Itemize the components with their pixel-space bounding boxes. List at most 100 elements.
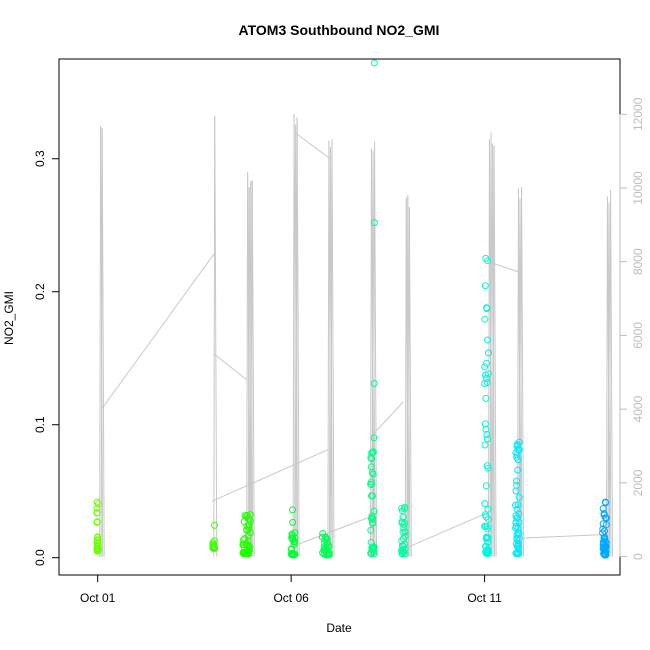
data-point xyxy=(400,521,408,528)
altitude-spike xyxy=(408,207,412,557)
data-point xyxy=(210,541,218,549)
data-point xyxy=(484,336,491,344)
y-tick-label: 0.1 xyxy=(33,416,47,433)
data-point xyxy=(241,512,249,520)
data-point xyxy=(512,449,520,457)
data-point xyxy=(289,518,297,526)
y-tick-label: 0.2 xyxy=(33,283,47,300)
data-point xyxy=(514,501,522,509)
data-point xyxy=(289,551,297,559)
data-point xyxy=(368,515,375,522)
altitude-transit-line xyxy=(488,261,522,274)
data-point xyxy=(482,482,490,490)
data-point xyxy=(513,481,521,489)
altitude-spike xyxy=(518,198,521,557)
y2-tick-label: 8000 xyxy=(631,248,645,275)
data-point xyxy=(401,545,409,553)
data-point xyxy=(512,512,520,520)
altitude-transit-line xyxy=(403,511,489,550)
altitude-spike xyxy=(607,202,610,557)
data-point xyxy=(600,551,608,559)
data-point xyxy=(481,500,489,508)
data-point xyxy=(599,505,607,513)
data-point xyxy=(601,546,608,554)
data-point xyxy=(243,512,251,519)
data-point xyxy=(513,442,521,450)
y2-tick-label: 4000 xyxy=(631,395,645,422)
data-point xyxy=(369,470,377,478)
data-point xyxy=(401,528,409,536)
data-point xyxy=(481,522,489,530)
data-point xyxy=(514,456,522,464)
data-point xyxy=(513,514,521,522)
altitude-spike xyxy=(331,138,335,557)
x-tick-label: Oct 01 xyxy=(80,591,116,605)
x-tick-label: Oct 11 xyxy=(467,591,502,605)
data-point xyxy=(601,527,609,535)
data-point xyxy=(483,523,491,531)
data-point xyxy=(369,515,377,523)
data-point xyxy=(211,521,218,529)
data-point xyxy=(515,540,522,547)
y-tick-label: 0.3 xyxy=(33,150,47,167)
data-point xyxy=(513,550,521,558)
chart-title: ATOM3 Southbound NO2_GMI xyxy=(239,22,440,38)
data-point xyxy=(369,448,377,456)
altitude-transit-line xyxy=(213,353,247,381)
data-point xyxy=(481,511,489,519)
altitude-transit-line xyxy=(294,515,373,546)
y-axis: 0.0 0.1 0.2 0.3 xyxy=(33,150,60,566)
altitude-spike xyxy=(521,187,525,557)
y2-tick-label: 0 xyxy=(631,553,645,560)
altitude-transit-line xyxy=(294,132,331,159)
data-point xyxy=(93,542,101,550)
data-point xyxy=(367,550,375,558)
data-point xyxy=(319,549,327,557)
y-axis-label: NO2_GMI xyxy=(2,291,16,345)
data-point xyxy=(484,505,492,513)
altitude-spike xyxy=(296,117,300,557)
data-point xyxy=(483,430,491,438)
data-point xyxy=(512,524,520,532)
data-point xyxy=(245,542,253,550)
altitude-spike xyxy=(605,196,608,557)
data-point xyxy=(325,549,333,557)
altitude-spike xyxy=(610,190,614,557)
data-point xyxy=(600,539,608,547)
data-point xyxy=(399,535,407,542)
y2-axis: 0 2000 4000 6000 8000 10000 12000 xyxy=(619,97,645,560)
data-point xyxy=(288,530,296,538)
altitude-spike xyxy=(609,190,612,557)
y-tick-label: 0.0 xyxy=(33,549,47,566)
data-point xyxy=(481,315,489,323)
data-point xyxy=(484,515,492,523)
data-point xyxy=(401,532,409,540)
data-point xyxy=(399,513,407,521)
data-point xyxy=(481,363,489,371)
y2-tick-label: 2000 xyxy=(631,469,645,496)
altitude-layer xyxy=(99,113,614,557)
data-point xyxy=(93,518,101,526)
data-point xyxy=(400,524,408,532)
data-point xyxy=(602,499,610,507)
data-point xyxy=(289,534,297,542)
data-point xyxy=(602,521,610,529)
data-point xyxy=(95,500,102,508)
y2-tick-label: 12000 xyxy=(631,97,645,131)
data-point xyxy=(94,534,101,541)
data-point xyxy=(602,514,610,522)
data-point xyxy=(244,547,252,555)
data-point xyxy=(484,534,492,542)
data-point xyxy=(483,359,491,367)
data-point xyxy=(482,425,490,433)
data-point xyxy=(515,493,523,501)
data-point xyxy=(514,466,522,474)
altitude-transit-line xyxy=(372,401,404,436)
altitude-transit-line xyxy=(101,254,215,410)
x-tick-label: Oct 06 xyxy=(273,591,309,605)
altitude-spike xyxy=(214,115,218,557)
data-point xyxy=(483,435,491,443)
data-point xyxy=(370,219,378,227)
